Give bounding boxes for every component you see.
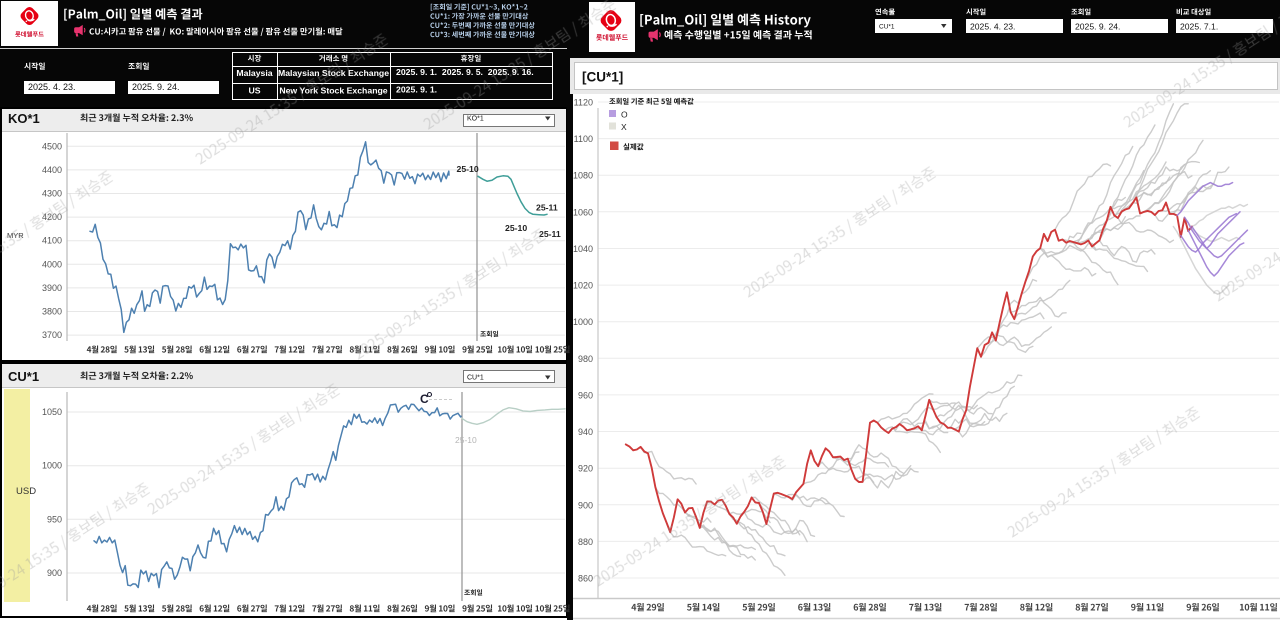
svg-text:2025. 9. 1.: 2025. 9. 1. <box>396 85 437 95</box>
svg-text:CU*1: CU*1 <box>8 369 39 384</box>
svg-text:CU*1: CU*1 <box>879 24 895 31</box>
svg-text:CU*1: CU*1 <box>467 375 484 382</box>
svg-text:KO*1: KO*1 <box>467 116 484 123</box>
svg-text:4300: 4300 <box>42 189 62 199</box>
svg-text:860: 860 <box>578 574 593 584</box>
svg-text:4200: 4200 <box>42 212 62 222</box>
svg-text:X: X <box>621 122 627 132</box>
svg-text:1000: 1000 <box>573 317 593 327</box>
svg-text:1120: 1120 <box>574 98 593 108</box>
svg-text:2025. 9. 24.: 2025. 9. 24. <box>132 82 180 92</box>
svg-text:2025. 9. 1. 2025. 9. 5. 2025: 2025. 9. 1. 2025. 9. 5. 2025. 9. 16. <box>396 67 534 77</box>
svg-text:US: US <box>248 86 260 96</box>
svg-text:4400: 4400 <box>42 165 62 175</box>
svg-text:4000: 4000 <box>42 259 62 269</box>
svg-text:New York Stock Exchange: New York Stock Exchange <box>279 86 387 96</box>
svg-text:960: 960 <box>578 390 593 400</box>
svg-text:C: C <box>420 392 429 406</box>
svg-text:25-10: 25-10 <box>457 164 479 174</box>
svg-text:25-11: 25-11 <box>536 203 558 213</box>
svg-text:KO*1: KO*1 <box>8 111 40 126</box>
svg-text:980: 980 <box>578 354 593 364</box>
svg-text:25-10: 25-10 <box>505 223 527 233</box>
svg-text:USD: USD <box>16 486 36 497</box>
svg-text:1050: 1050 <box>42 407 62 417</box>
svg-text:880: 880 <box>578 537 593 547</box>
svg-text:25-11: 25-11 <box>539 229 561 239</box>
svg-text:25-10: 25-10 <box>455 435 477 445</box>
svg-text:1020: 1020 <box>573 281 593 291</box>
svg-text:950: 950 <box>47 514 62 524</box>
svg-text:1080: 1080 <box>573 171 593 181</box>
svg-text:Malaysia: Malaysia <box>236 68 272 78</box>
svg-text:3800: 3800 <box>42 307 62 317</box>
svg-text:2025. 7.1.: 2025. 7.1. <box>1180 22 1218 32</box>
svg-text:1100: 1100 <box>574 134 593 144</box>
svg-text:920: 920 <box>578 464 593 474</box>
svg-text:3700: 3700 <box>42 330 62 340</box>
svg-text:1060: 1060 <box>573 207 593 217</box>
svg-text:[CU*1]: [CU*1] <box>582 70 623 85</box>
svg-text:3900: 3900 <box>42 283 62 293</box>
svg-text:2025. 4. 23.: 2025. 4. 23. <box>970 22 1015 32</box>
svg-text:900: 900 <box>578 500 593 510</box>
svg-text:900: 900 <box>47 568 62 578</box>
svg-text:2025. 9. 24.: 2025. 9. 24. <box>1075 22 1120 32</box>
svg-text:O: O <box>621 110 628 120</box>
svg-text:4100: 4100 <box>42 236 62 246</box>
svg-text:1040: 1040 <box>573 244 593 254</box>
svg-text:4500: 4500 <box>42 141 62 151</box>
svg-text:940: 940 <box>578 427 593 437</box>
svg-text:1000: 1000 <box>42 461 62 471</box>
svg-text:2025. 4. 23.: 2025. 4. 23. <box>28 82 76 92</box>
svg-text:Malaysian Stock Exchange: Malaysian Stock Exchange <box>278 68 389 78</box>
